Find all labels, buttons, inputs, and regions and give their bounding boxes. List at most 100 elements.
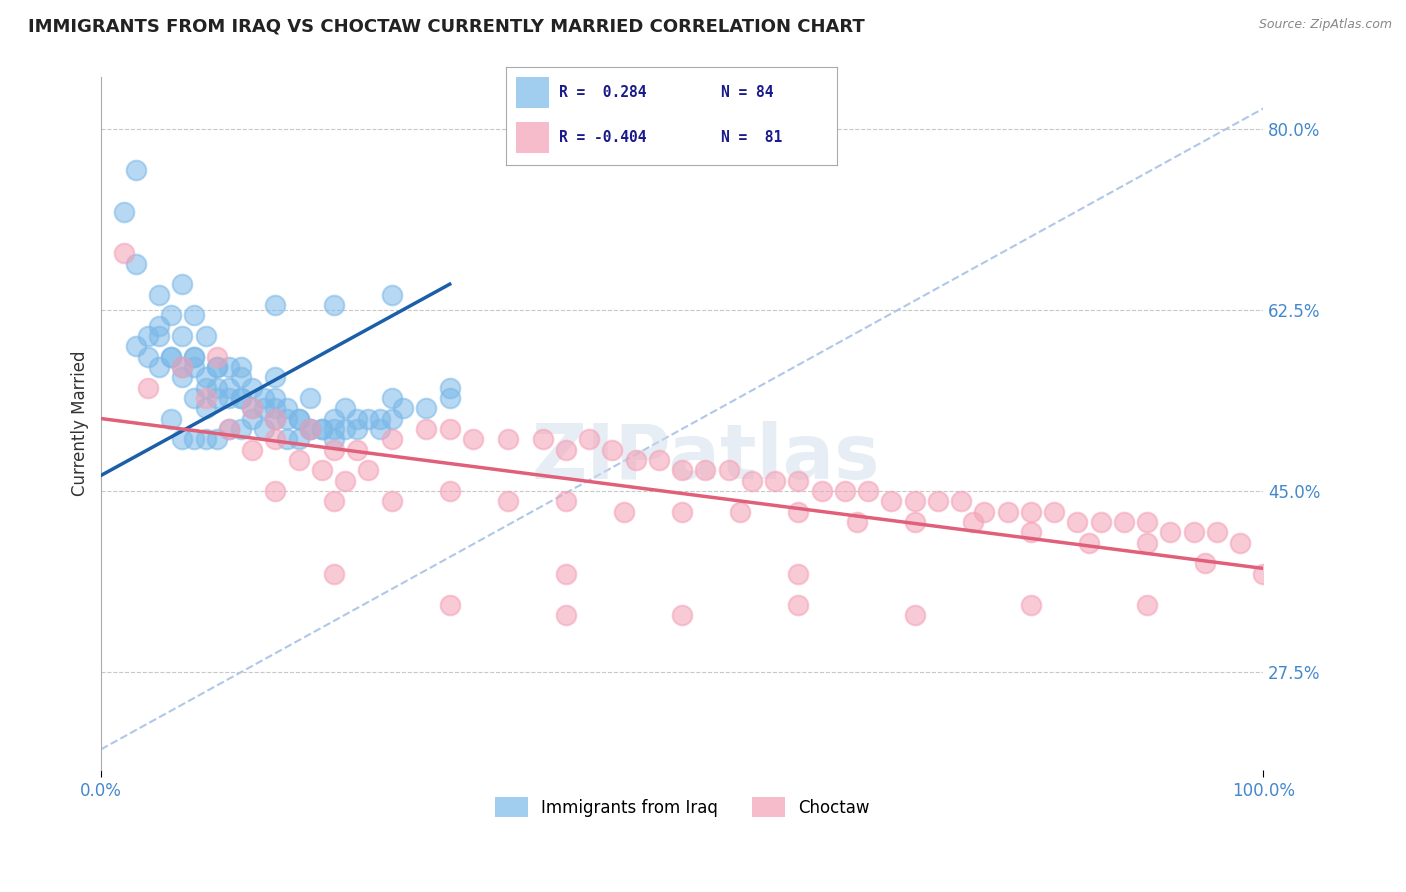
- Point: [194, 370, 217, 384]
- Point: [648, 453, 671, 467]
- Point: [264, 298, 287, 312]
- Point: [415, 401, 437, 416]
- Point: [741, 474, 763, 488]
- Point: [159, 350, 181, 364]
- Point: [240, 380, 263, 394]
- Point: [240, 401, 263, 416]
- Y-axis label: Currently Married: Currently Married: [72, 351, 89, 497]
- Point: [381, 391, 404, 405]
- Point: [183, 308, 205, 322]
- Point: [578, 432, 600, 446]
- Point: [229, 422, 252, 436]
- Text: IMMIGRANTS FROM IRAQ VS CHOCTAW CURRENTLY MARRIED CORRELATION CHART: IMMIGRANTS FROM IRAQ VS CHOCTAW CURRENTL…: [28, 18, 865, 36]
- Point: [183, 350, 205, 364]
- Point: [1136, 535, 1159, 549]
- Point: [172, 359, 194, 374]
- Point: [671, 505, 693, 519]
- Point: [1112, 515, 1135, 529]
- Point: [183, 350, 205, 364]
- Point: [299, 422, 322, 436]
- Point: [287, 453, 309, 467]
- Point: [392, 401, 415, 416]
- Point: [287, 411, 309, 425]
- Point: [381, 432, 404, 446]
- Point: [148, 287, 170, 301]
- Point: [962, 515, 984, 529]
- Point: [834, 483, 856, 498]
- Point: [904, 515, 927, 529]
- Point: [439, 391, 461, 405]
- Text: ZIPatlas: ZIPatlas: [531, 421, 880, 495]
- FancyBboxPatch shape: [516, 77, 550, 108]
- Point: [333, 474, 356, 488]
- Point: [346, 411, 368, 425]
- Point: [299, 422, 322, 436]
- Point: [439, 422, 461, 436]
- Text: N =  81: N = 81: [721, 130, 782, 145]
- Point: [159, 411, 181, 425]
- Point: [276, 411, 298, 425]
- Point: [927, 494, 949, 508]
- Point: [159, 350, 181, 364]
- Point: [148, 359, 170, 374]
- Text: R =  0.284: R = 0.284: [560, 85, 647, 100]
- Point: [381, 411, 404, 425]
- Point: [240, 401, 263, 416]
- Point: [810, 483, 832, 498]
- Point: [322, 432, 344, 446]
- Point: [1182, 525, 1205, 540]
- Point: [439, 598, 461, 612]
- Point: [381, 287, 404, 301]
- Point: [415, 422, 437, 436]
- Point: [787, 505, 810, 519]
- Point: [207, 350, 229, 364]
- Point: [1090, 515, 1112, 529]
- Point: [125, 163, 148, 178]
- Point: [229, 359, 252, 374]
- Point: [253, 391, 276, 405]
- Point: [1205, 525, 1227, 540]
- Point: [218, 391, 240, 405]
- Point: [148, 329, 170, 343]
- Point: [950, 494, 973, 508]
- Text: R = -0.404: R = -0.404: [560, 130, 647, 145]
- Point: [1019, 598, 1042, 612]
- Point: [125, 339, 148, 353]
- Point: [1194, 556, 1216, 570]
- Point: [496, 494, 519, 508]
- Point: [671, 463, 693, 477]
- Point: [555, 607, 578, 622]
- Point: [346, 422, 368, 436]
- Point: [787, 474, 810, 488]
- Point: [112, 246, 135, 260]
- Legend: Immigrants from Iraq, Choctaw: Immigrants from Iraq, Choctaw: [488, 790, 876, 824]
- Text: Source: ZipAtlas.com: Source: ZipAtlas.com: [1258, 18, 1392, 31]
- Point: [172, 277, 194, 292]
- Point: [229, 391, 252, 405]
- Point: [368, 411, 391, 425]
- Point: [148, 318, 170, 333]
- Point: [240, 411, 263, 425]
- Point: [439, 483, 461, 498]
- Point: [264, 432, 287, 446]
- FancyBboxPatch shape: [516, 122, 550, 153]
- Text: N = 84: N = 84: [721, 85, 773, 100]
- Point: [136, 329, 159, 343]
- Point: [276, 401, 298, 416]
- Point: [997, 505, 1019, 519]
- Point: [183, 391, 205, 405]
- Point: [311, 463, 333, 477]
- Point: [194, 432, 217, 446]
- Point: [194, 401, 217, 416]
- Point: [183, 432, 205, 446]
- Point: [299, 391, 322, 405]
- Point: [136, 350, 159, 364]
- Point: [229, 391, 252, 405]
- Point: [671, 607, 693, 622]
- Point: [218, 359, 240, 374]
- Point: [496, 432, 519, 446]
- Point: [172, 359, 194, 374]
- Point: [207, 432, 229, 446]
- Point: [322, 422, 344, 436]
- Point: [287, 411, 309, 425]
